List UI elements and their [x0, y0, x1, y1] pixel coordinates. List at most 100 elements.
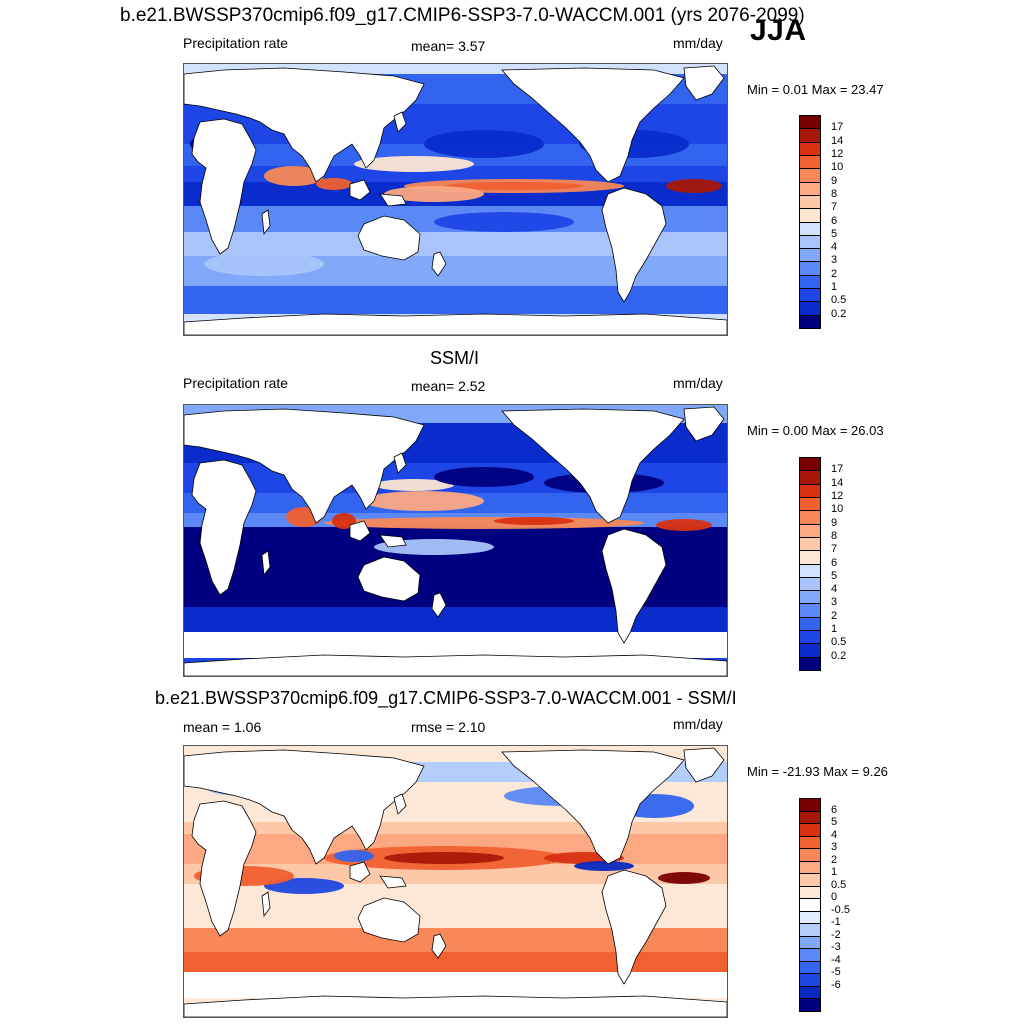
- borneo-island: [349, 520, 371, 542]
- africa-landmass: [191, 459, 257, 596]
- land-masses: [184, 406, 727, 676]
- field-feature: [354, 156, 474, 172]
- colorbar-segment: [799, 960, 821, 975]
- colorbar-tick-label: 5: [831, 816, 838, 829]
- australia-landmass: [357, 215, 421, 261]
- madagascar-island: [261, 209, 271, 236]
- colorbar-tick-label: -0.5: [831, 903, 850, 916]
- colorbar-segment: [799, 274, 821, 290]
- borneo-island: [349, 861, 371, 883]
- panel2-variable-label: Precipitation rate: [183, 375, 289, 391]
- colorbar-tick-label: 3: [831, 596, 838, 609]
- field-feature: [666, 179, 722, 193]
- colorbar-segment: [799, 483, 821, 498]
- colorbar-tick-label: -6: [831, 978, 841, 991]
- colorbar-tick-label: 2: [831, 267, 838, 280]
- north-america-landmass: [501, 749, 685, 865]
- colorbar-tick-label: 6: [831, 556, 838, 569]
- field-feature: [264, 166, 324, 186]
- colorbar-tick-label: 9: [831, 516, 838, 529]
- colorbar-segment: [799, 496, 821, 512]
- field-feature: [364, 491, 484, 511]
- colorbar-tick-label: -5: [831, 966, 841, 979]
- panel3-title: b.e21.BWSSP370cmip6.f09_g17.CMIP6-SSP3-7…: [155, 688, 737, 708]
- field-feature: [494, 517, 574, 525]
- colorbar-segment: [799, 563, 821, 578]
- field-feature: [384, 186, 484, 202]
- field-feature: [334, 850, 374, 862]
- colorbar-segment: [799, 643, 821, 658]
- colorbar-tick-label: -3: [831, 941, 841, 954]
- colorbar-segment: [799, 630, 821, 645]
- colorbar-segment: [799, 798, 821, 812]
- colorbar-segment: [799, 536, 821, 552]
- colorbar-tick-label: 0.2: [831, 649, 847, 662]
- field-band: [184, 607, 727, 632]
- colorbar-segment: [799, 998, 821, 1012]
- colorbar-segment: [799, 208, 821, 223]
- colorbar-tick-label: -1: [831, 916, 841, 929]
- field-feature: [324, 517, 644, 529]
- north-america-landmass: [501, 67, 685, 183]
- colorbar-tick-label: 17: [831, 463, 844, 476]
- colorbar-segment: [799, 810, 821, 825]
- colorbar-tick-label: 7: [831, 543, 838, 556]
- field-band: [184, 972, 727, 998]
- colorbar-segment: [799, 314, 821, 329]
- colorbar-segment: [799, 948, 821, 962]
- colorbar-tick-label: 10: [831, 503, 844, 516]
- field-band: [184, 286, 727, 314]
- colorbar-tick-label: 17: [831, 121, 844, 134]
- panel2-colorbar: 17 14 12 10 9 8 7 6 5 4 3 2 1 0.5 0.2: [799, 457, 846, 671]
- panel3-colorbar: 6 5 4 3 2 1 0.5 0 -0.5 -1 -2 -3 -4 -5 -6: [799, 798, 850, 1012]
- colorbar-tick-label: 3: [831, 254, 838, 267]
- greenland-landmass: [683, 65, 725, 101]
- land-masses: [184, 747, 727, 1017]
- colorbar-segment: [799, 848, 821, 862]
- antarctica-landmass: [184, 654, 727, 676]
- colorbar-segment: [799, 910, 821, 925]
- field-band: [184, 822, 727, 834]
- colorbar-segment: [799, 221, 821, 236]
- panel1-colorbar: 17 14 12 10 9 8 7 6 5 4 3 2 1 0.5 0.2: [799, 115, 846, 329]
- north-america-landmass: [501, 408, 685, 524]
- colorbar-tick-label: 8: [831, 529, 838, 542]
- colorbar-tick-label: 4: [831, 828, 838, 841]
- colorbar-tick-label: 0.2: [831, 307, 847, 320]
- colorbar-segment: [799, 510, 821, 525]
- panel1-minmax: Min = 0.01 Max = 23.47: [747, 82, 884, 97]
- field-feature: [384, 852, 504, 864]
- colorbar-tick-label: 4: [831, 583, 838, 596]
- new-guinea-island: [379, 193, 407, 207]
- colorbar-tick-label: 14: [831, 134, 844, 147]
- colorbar-tick-label: 4: [831, 241, 838, 254]
- australia-landmass: [357, 556, 421, 602]
- colorbar-segment: [799, 523, 821, 538]
- panel2-mean-label: mean= 2.52: [411, 378, 486, 394]
- field-feature: [434, 212, 574, 232]
- panel3-units-label: mm/day: [673, 716, 723, 732]
- colorbar-segment: [799, 248, 821, 263]
- colorbar-segment: [799, 141, 821, 156]
- colorbar-segment: [799, 288, 821, 303]
- antarctica-landmass: [184, 995, 727, 1017]
- colorbar-segment: [799, 835, 821, 850]
- colorbar-tick-label: 6: [831, 803, 838, 816]
- eurasia-landmass: [184, 749, 425, 865]
- colorbar-segment: [799, 194, 821, 210]
- field-feature: [204, 252, 324, 276]
- japan-island: [393, 452, 407, 474]
- colorbar-segment: [799, 616, 821, 632]
- colorbar-segment: [799, 603, 821, 618]
- new-zealand-island: [431, 251, 447, 277]
- greenland-landmass: [683, 406, 725, 442]
- colorbar-segment: [799, 590, 821, 605]
- colorbar-segment: [799, 168, 821, 183]
- africa-landmass: [191, 118, 257, 255]
- colorbar-segment: [799, 973, 821, 987]
- japan-island: [393, 111, 407, 133]
- new-zealand-island: [431, 933, 447, 959]
- field-feature: [316, 178, 352, 190]
- colorbar-tick-label: -2: [831, 928, 841, 941]
- colorbar-tick-label: 7: [831, 201, 838, 214]
